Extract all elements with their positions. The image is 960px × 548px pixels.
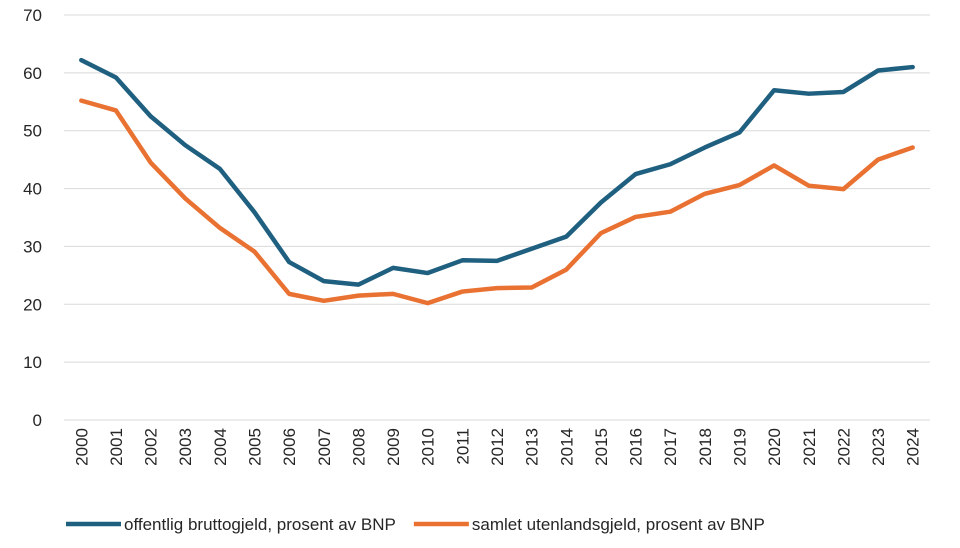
x-axis-tick-labels: 2000 2001 2002 2003 2004 2005 2006 2007 2008 2009… [72,428,922,466]
x-tick-label: 2002 [142,428,161,466]
y-tick-label: 40 [23,180,42,199]
y-tick-label: 30 [23,237,42,256]
x-tick-label: 2018 [696,428,715,466]
x-tick-label: 2023 [869,428,888,466]
x-tick-label: 2024 [904,428,923,466]
y-axis-tick-labels: 0 10 20 30 40 50 60 70 [23,6,42,430]
legend-label-2: samlet utenlandsgjeld, prosent av BNP [472,515,765,534]
y-tick-label: 50 [23,122,42,141]
y-tick-label: 0 [33,411,42,430]
x-tick-label: 2013 [523,428,542,466]
y-tick-label: 10 [23,353,42,372]
y-tick-label: 60 [23,64,42,83]
x-tick-label: 2009 [384,428,403,466]
x-tick-label: 2019 [730,428,749,466]
legend: offentlig bruttogjeld, prosent av BNP sam… [66,515,765,534]
x-tick-label: 2010 [419,428,438,466]
x-tick-label: 2004 [211,428,230,466]
series-line-2 [79,98,915,306]
y-tick-label: 70 [23,6,42,25]
x-tick-label: 2003 [176,428,195,466]
gridlines [64,14,930,421]
x-tick-label: 2007 [315,428,334,466]
x-tick-label: 2001 [107,428,126,466]
x-tick-label: 2017 [661,428,680,466]
x-tick-label: 2015 [592,428,611,466]
series-line-1 [79,57,915,287]
x-tick-label: 2021 [800,428,819,466]
x-tick-label: 2005 [246,428,265,466]
x-tick-label: 2020 [765,428,784,466]
series-lines [79,57,915,306]
legend-label-1: offentlig bruttogjeld, prosent av BNP [124,515,396,534]
x-tick-label: 2016 [627,428,646,466]
x-tick-label: 2011 [453,428,472,465]
x-tick-label: 2008 [349,428,368,466]
x-tick-label: 2014 [557,428,576,466]
x-tick-label: 2022 [834,428,853,466]
y-tick-label: 20 [23,295,42,314]
x-tick-label: 2012 [488,428,507,466]
x-tick-label: 2006 [280,428,299,466]
x-tick-label: 2000 [72,428,91,466]
